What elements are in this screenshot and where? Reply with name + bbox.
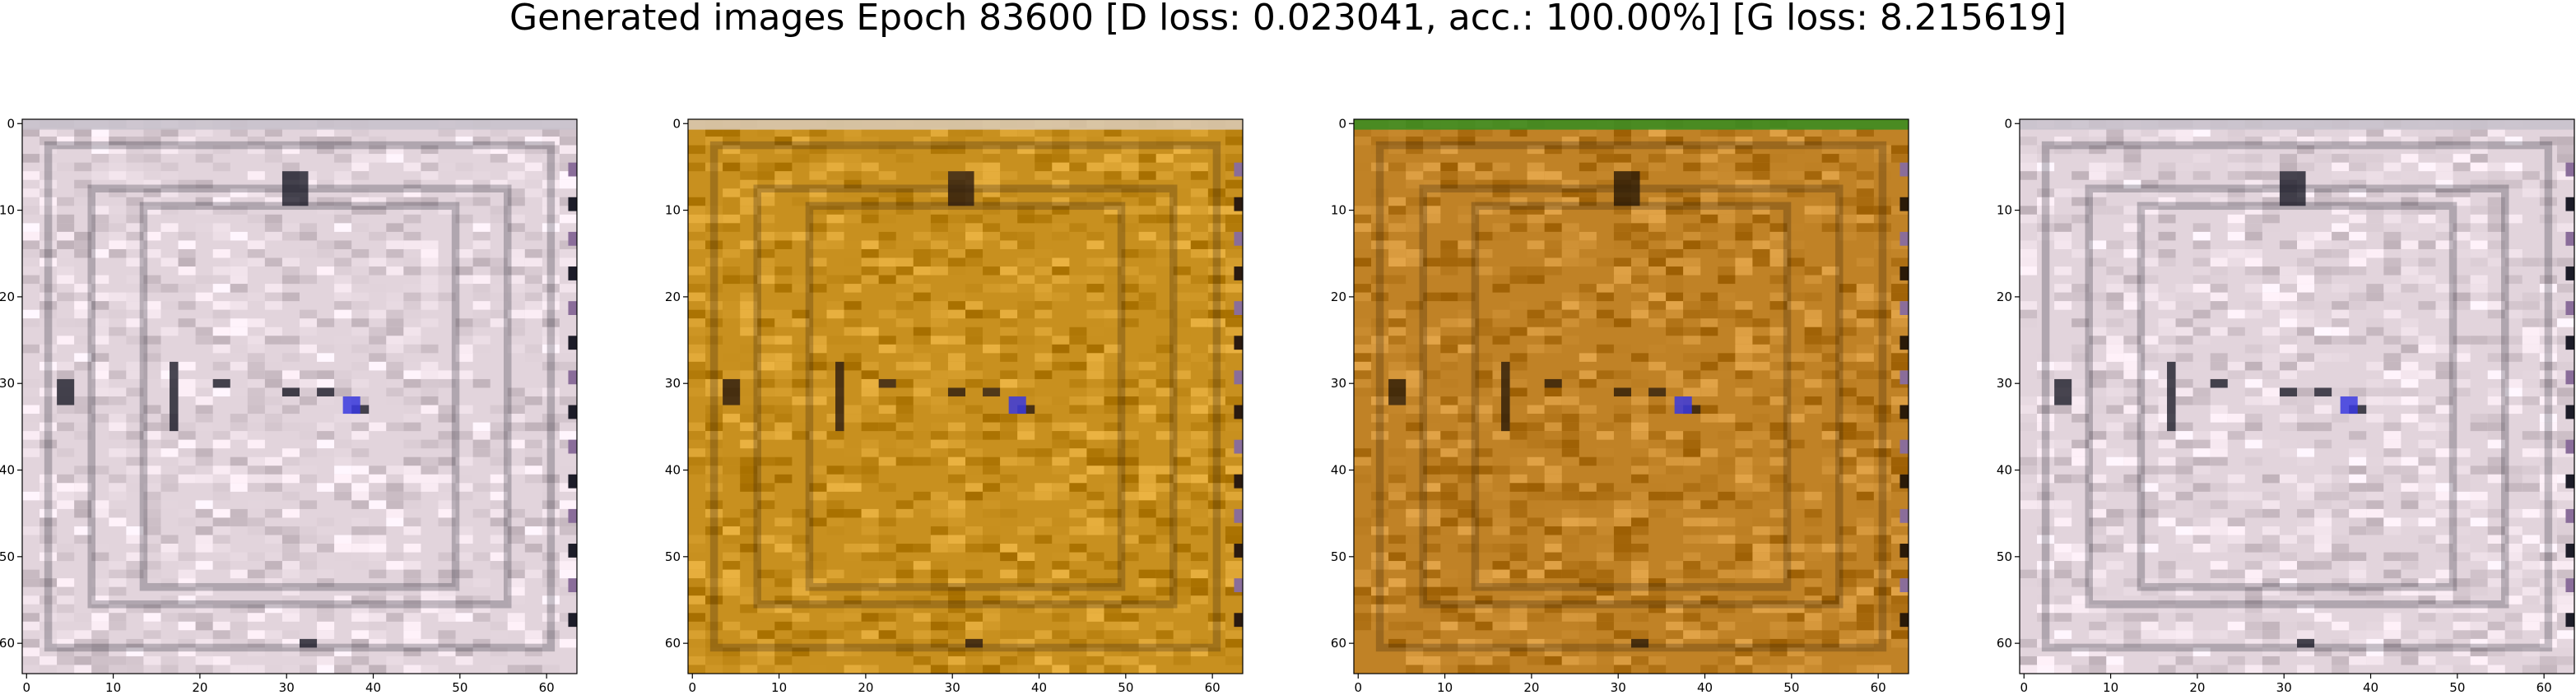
y-tick-label: 20 bbox=[1331, 290, 1346, 304]
y-tick-label: 0 bbox=[7, 116, 15, 131]
x-tick-label: 10 bbox=[771, 680, 787, 695]
y-tick-label: 50 bbox=[0, 549, 15, 564]
image-texture bbox=[22, 119, 577, 674]
y-tick-label: 10 bbox=[1997, 203, 2012, 218]
x-tick-label: 0 bbox=[2020, 680, 2028, 695]
axes-frame bbox=[2019, 118, 2575, 674]
image-texture bbox=[2020, 119, 2574, 674]
x-tick-label: 40 bbox=[1697, 680, 1713, 695]
x-tick-label: 20 bbox=[192, 680, 207, 695]
x-tick-label: 60 bbox=[539, 680, 555, 695]
y-tick-label: 50 bbox=[1331, 549, 1346, 564]
y-tick-label: 30 bbox=[0, 376, 15, 391]
y-tick-label: 0 bbox=[672, 116, 681, 131]
x-tick-label: 40 bbox=[365, 680, 381, 695]
x-tick-label: 20 bbox=[858, 680, 873, 695]
x-tick-label: 20 bbox=[1523, 680, 1539, 695]
x-tick-label: 30 bbox=[945, 680, 960, 695]
y-tick-label: 30 bbox=[665, 376, 681, 391]
axes-frame bbox=[21, 118, 578, 674]
y-tick-label: 50 bbox=[665, 549, 681, 564]
y-tick-label: 40 bbox=[0, 463, 15, 478]
axes-frame bbox=[1353, 118, 1909, 674]
y-tick-label: 0 bbox=[2004, 116, 2012, 131]
x-tick-label: 30 bbox=[1611, 680, 1626, 695]
x-tick-label: 50 bbox=[1783, 680, 1799, 695]
y-tick-label: 10 bbox=[0, 203, 15, 218]
x-tick-label: 60 bbox=[1871, 680, 1886, 695]
x-tick-label: 60 bbox=[1205, 680, 1221, 695]
y-tick-label: 0 bbox=[1338, 116, 1346, 131]
x-tick-label: 30 bbox=[279, 680, 295, 695]
x-tick-label: 10 bbox=[2103, 680, 2118, 695]
image-panel-4: 0 10 20 30 40 50 60 0 10 20 30 40 50 60 bbox=[1997, 116, 2575, 695]
x-tick-label: 0 bbox=[22, 680, 30, 695]
y-tick-label: 20 bbox=[665, 290, 681, 304]
x-tick-label: 40 bbox=[1031, 680, 1047, 695]
x-tick-label: 40 bbox=[2363, 680, 2378, 695]
x-tick-label: 0 bbox=[688, 680, 696, 695]
y-tick-label: 40 bbox=[665, 463, 681, 478]
y-tick-label: 60 bbox=[1997, 636, 2012, 651]
y-tick-label: 40 bbox=[1331, 463, 1346, 478]
image-texture bbox=[688, 119, 1243, 674]
y-tick-label: 60 bbox=[665, 636, 681, 651]
y-tick-label: 60 bbox=[0, 636, 15, 651]
y-tick-label: 20 bbox=[1997, 290, 2012, 304]
axes-frame bbox=[687, 118, 1244, 674]
y-tick-label: 30 bbox=[1331, 376, 1346, 391]
y-tick-label: 30 bbox=[1997, 376, 2012, 391]
y-tick-label: 20 bbox=[0, 290, 15, 304]
y-tick-label: 10 bbox=[1331, 203, 1346, 218]
x-tick-label: 50 bbox=[452, 680, 467, 695]
x-tick-label: 0 bbox=[1354, 680, 1362, 695]
x-tick-label: 20 bbox=[2189, 680, 2205, 695]
image-panel-3: 0 10 20 30 40 50 60 0 10 20 30 40 50 60 bbox=[1331, 116, 1909, 695]
x-tick-label: 30 bbox=[2276, 680, 2292, 695]
y-tick-label: 10 bbox=[665, 203, 681, 218]
y-tick-label: 40 bbox=[1997, 463, 2012, 478]
x-tick-label: 10 bbox=[1437, 680, 1453, 695]
x-tick-label: 60 bbox=[2536, 680, 2552, 695]
x-tick-label: 50 bbox=[1118, 680, 1133, 695]
figure-title: Generated images Epoch 83600 [D loss: 0.… bbox=[509, 0, 2067, 39]
x-tick-label: 50 bbox=[2449, 680, 2465, 695]
y-tick-label: 50 bbox=[1997, 549, 2012, 564]
y-tick-label: 60 bbox=[1331, 636, 1346, 651]
image-panel-1: 0 10 20 30 40 50 60 0 10 20 30 40 50 60 bbox=[0, 116, 578, 695]
image-panel-2: 0 10 20 30 40 50 60 0 10 20 30 40 50 60 bbox=[665, 116, 1244, 695]
x-tick-label: 10 bbox=[105, 680, 121, 695]
